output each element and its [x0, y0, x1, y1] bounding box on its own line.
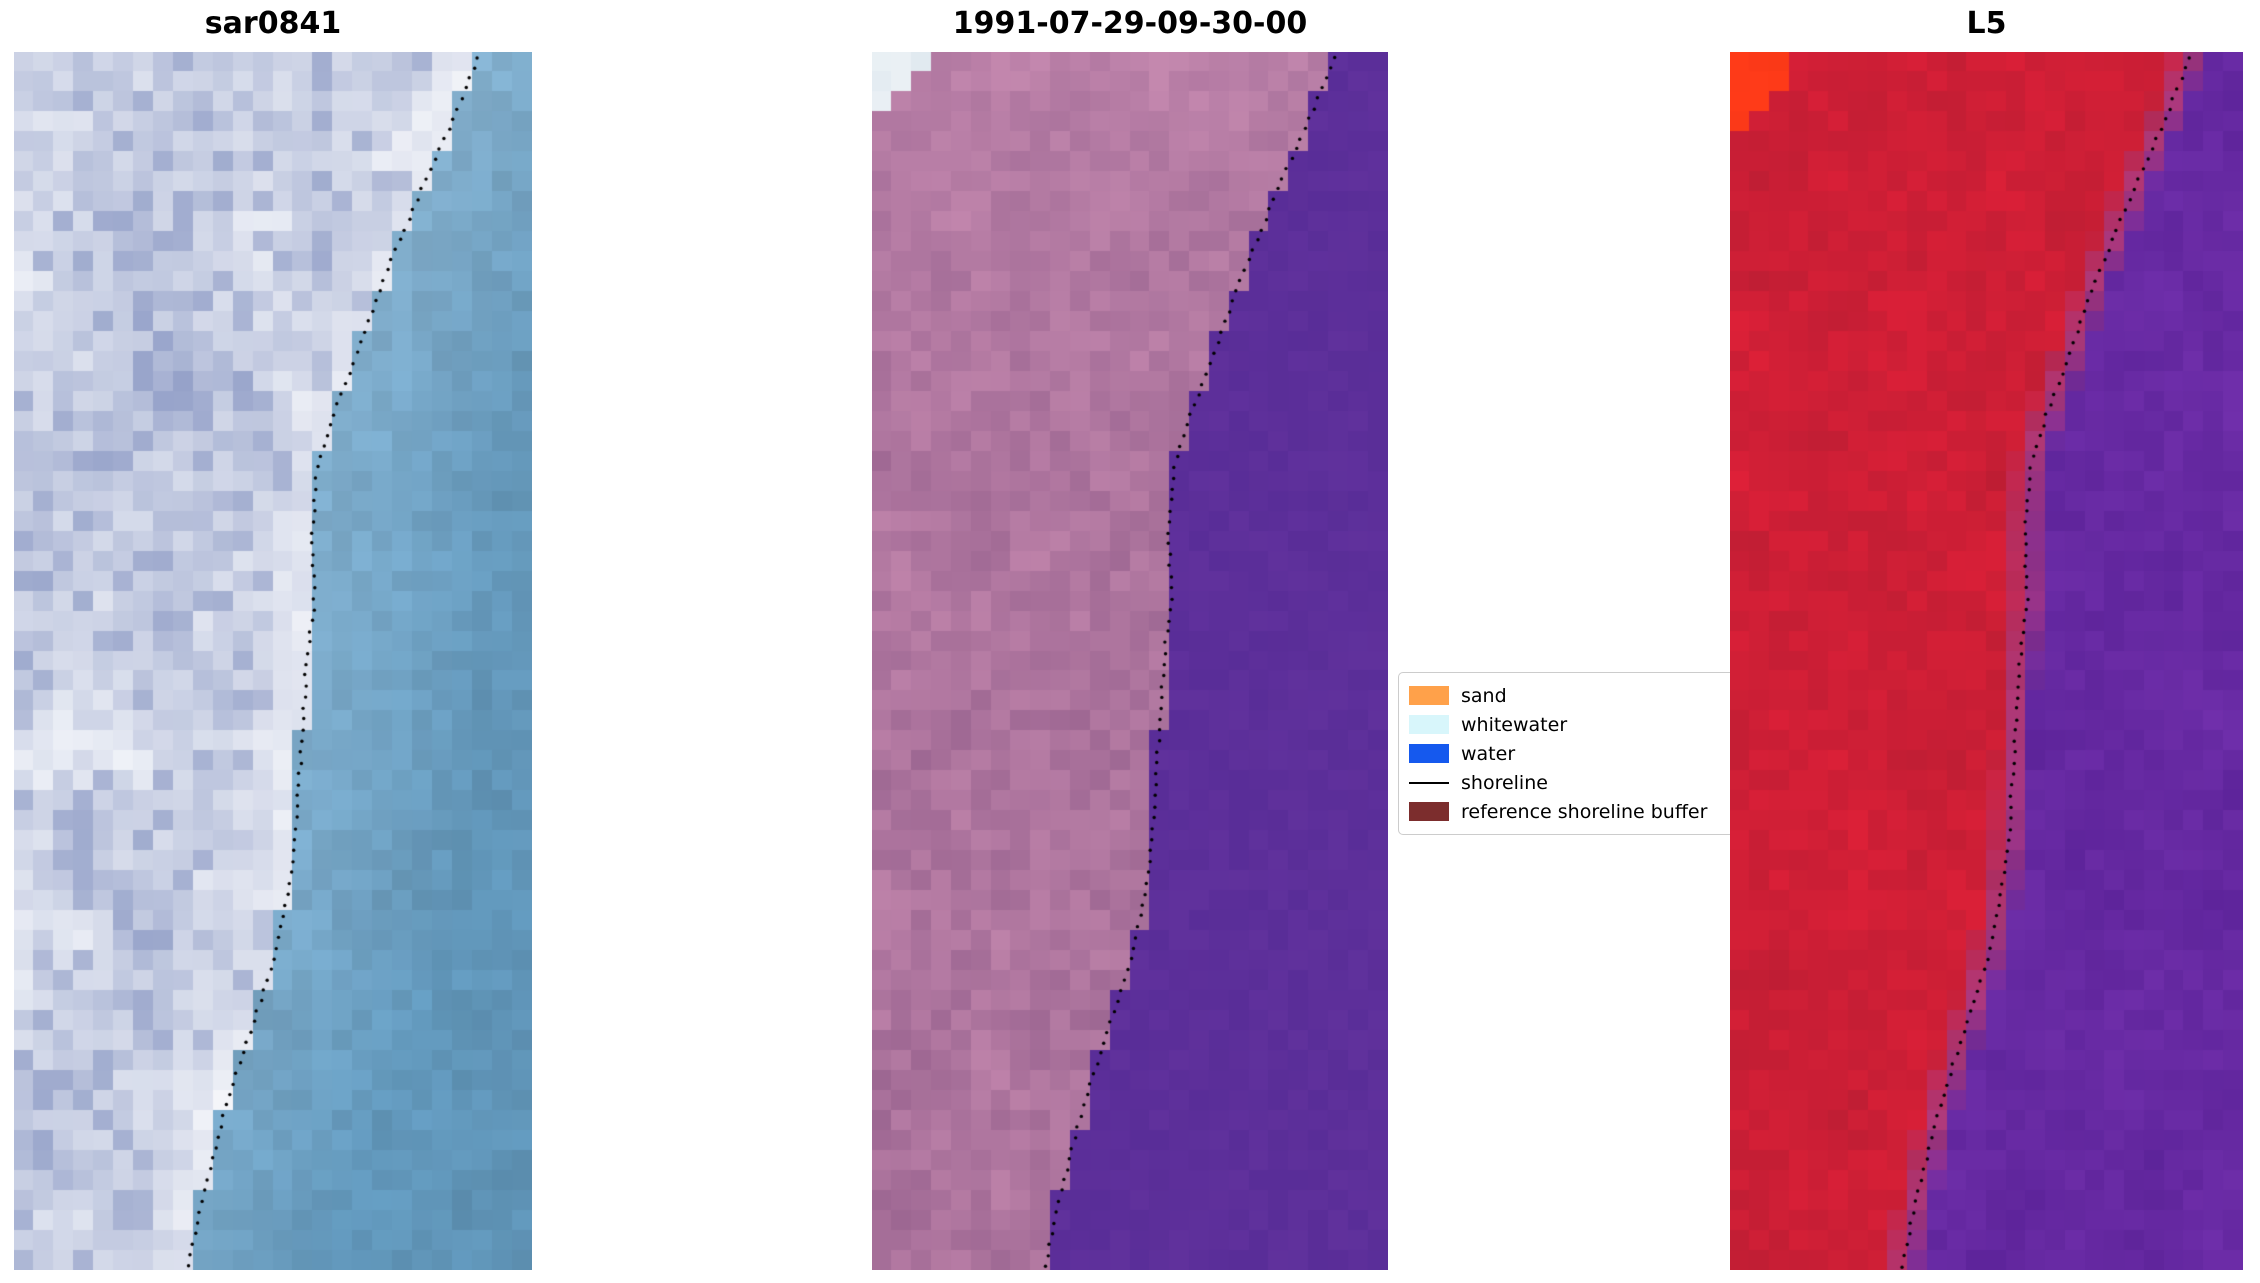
legend-item-sand: sand	[1409, 681, 1741, 710]
legend-item-reference-shoreline-buffer: reference shoreline buffer	[1409, 797, 1741, 826]
sar-image-panel	[14, 52, 532, 1270]
panel-title-sar: sar0841	[204, 6, 342, 41]
l5-image-panel	[1730, 52, 2243, 1270]
reference-buffer-swatch	[1409, 802, 1449, 821]
panel-title-l5: L5	[1966, 6, 2007, 41]
legend-item-water: water	[1409, 739, 1741, 768]
whitewater-swatch	[1409, 715, 1449, 734]
water-swatch	[1409, 744, 1449, 763]
legend-item-whitewater: whitewater	[1409, 710, 1741, 739]
panel-title-classified-date: 1991-07-29-09-30-00	[952, 6, 1308, 41]
sand-swatch	[1409, 686, 1449, 705]
legend-item-shoreline: shoreline	[1409, 768, 1741, 797]
legend-label-shoreline: shoreline	[1461, 771, 1548, 794]
legend: sand whitewater water shoreline referenc…	[1398, 672, 1752, 835]
legend-label-reference-shoreline-buffer: reference shoreline buffer	[1461, 800, 1708, 823]
classified-image-panel	[872, 52, 1388, 1270]
shoreline-line-swatch	[1409, 781, 1449, 784]
legend-label-sand: sand	[1461, 684, 1507, 707]
legend-label-whitewater: whitewater	[1461, 713, 1568, 736]
legend-label-water: water	[1461, 742, 1516, 765]
